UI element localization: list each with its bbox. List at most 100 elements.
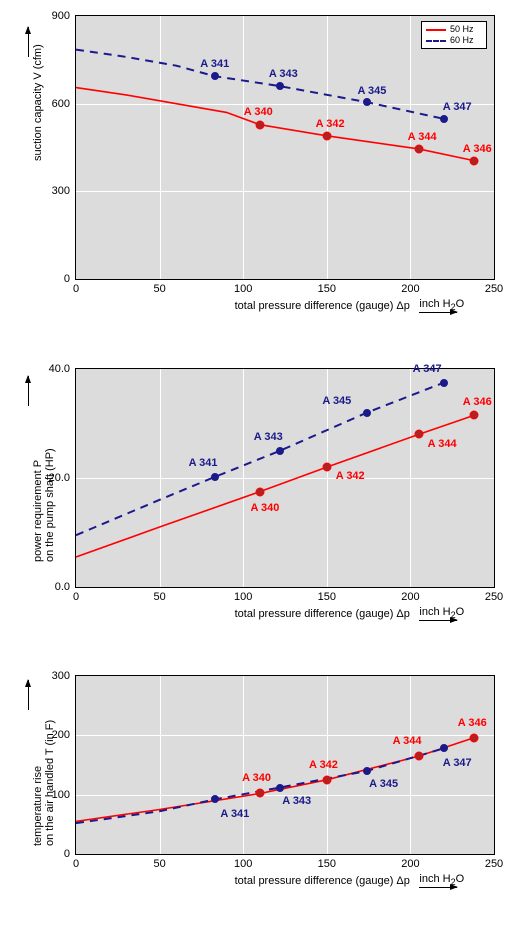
data-point (440, 744, 448, 752)
plot-suction: 0501001502002500300600900A 340A 342A 344… (75, 15, 495, 280)
data-label: A 345 (357, 85, 386, 97)
data-point (363, 98, 371, 106)
x-tick-label: 100 (234, 858, 252, 870)
data-point (414, 430, 423, 439)
data-point (469, 411, 478, 420)
x-axis-label: total pressure difference (gauge) Δp (235, 608, 410, 620)
y-axis-label: suction capacity V (cfm) (32, 44, 44, 161)
data-label: A 341 (220, 808, 249, 820)
y-axis-arrow-icon (28, 27, 29, 57)
y-tick-label: 900 (52, 10, 70, 22)
data-point (255, 120, 264, 129)
data-label: A 343 (282, 795, 311, 807)
y-axis-label: power requirement Pon the pump shaft (HP… (32, 448, 56, 562)
x-tick-label: 250 (485, 283, 503, 295)
legend-swatch (426, 40, 446, 42)
y-axis-label: temperature riseon the air handled T (in… (32, 720, 56, 846)
data-point (440, 379, 448, 387)
data-label: A 346 (458, 717, 487, 729)
chart-lines (76, 676, 494, 854)
plot-temp: 0501001502002500100200300A 340A 342A 344… (75, 675, 495, 855)
data-point (276, 784, 284, 792)
x-tick-label: 200 (401, 283, 419, 295)
data-label: A 341 (200, 58, 229, 70)
data-point (469, 156, 478, 165)
data-point (322, 131, 331, 140)
data-point (440, 115, 448, 123)
data-point (322, 775, 331, 784)
legend-label: 60 Hz (450, 35, 474, 46)
data-label: A 340 (250, 502, 279, 514)
x-tick-label: 0 (73, 591, 79, 603)
legend-label: 50 Hz (450, 24, 474, 35)
x-tick-label: 200 (401, 858, 419, 870)
data-point (255, 789, 264, 798)
y-axis-arrow-icon (28, 376, 29, 406)
data-point (276, 82, 284, 90)
data-label: A 347 (443, 757, 472, 769)
y-tick-label: 0.0 (55, 581, 70, 593)
x-axis-label: total pressure difference (gauge) Δp (235, 875, 410, 887)
y-tick-label: 0 (64, 848, 70, 860)
x-axis-arrow-icon (419, 620, 457, 621)
legend-swatch (426, 29, 446, 31)
data-point (414, 752, 423, 761)
data-point (211, 72, 219, 80)
data-label: A 347 (413, 363, 442, 375)
data-label: A 343 (254, 431, 283, 443)
data-point (322, 463, 331, 472)
data-point (276, 447, 284, 455)
data-label: A 340 (242, 772, 271, 784)
x-tick-label: 150 (318, 858, 336, 870)
x-tick-label: 100 (234, 283, 252, 295)
x-tick-label: 250 (485, 591, 503, 603)
plot-power: 0501001502002500.020.040.0A 340A 342A 34… (75, 368, 495, 588)
data-label: A 340 (244, 106, 273, 118)
y-tick-label: 40.0 (49, 363, 70, 375)
x-tick-label: 50 (153, 591, 165, 603)
y-tick-label: 300 (52, 670, 70, 682)
x-tick-label: 0 (73, 283, 79, 295)
data-point (211, 473, 219, 481)
y-tick-label: 600 (52, 98, 70, 110)
data-label: A 342 (309, 759, 338, 771)
x-axis-label: total pressure difference (gauge) Δp (235, 300, 410, 312)
data-label: A 344 (408, 131, 437, 143)
x-tick-label: 200 (401, 591, 419, 603)
data-point (414, 144, 423, 153)
data-label: A 342 (316, 118, 345, 130)
x-axis-arrow-icon (419, 312, 457, 313)
x-axis-arrow-icon (419, 887, 457, 888)
data-point (469, 733, 478, 742)
x-tick-label: 50 (153, 858, 165, 870)
x-tick-label: 100 (234, 591, 252, 603)
chart-lines (76, 369, 494, 587)
data-label: A 345 (369, 778, 398, 790)
x-tick-label: 0 (73, 858, 79, 870)
data-point (363, 409, 371, 417)
x-tick-label: 150 (318, 283, 336, 295)
data-label: A 341 (189, 457, 218, 469)
series-line-50hz (76, 738, 474, 822)
data-label: A 345 (322, 395, 351, 407)
data-label: A 346 (463, 396, 492, 408)
data-label: A 344 (428, 438, 457, 450)
legend: 50 Hz60 Hz (421, 21, 487, 49)
x-tick-label: 50 (153, 283, 165, 295)
legend-item: 50 Hz (426, 24, 482, 35)
legend-item: 60 Hz (426, 35, 482, 46)
data-label: A 344 (393, 735, 422, 747)
data-label: A 343 (269, 68, 298, 80)
data-point (211, 795, 219, 803)
page-root: 0 50 100 150 200 250 0 300 600 900 A 340 A 342 A 344… (0, 0, 530, 925)
y-tick-label: 0 (64, 273, 70, 285)
y-tick-label: 300 (52, 185, 70, 197)
x-tick-label: 150 (318, 591, 336, 603)
data-point (255, 487, 264, 496)
data-label: A 347 (443, 101, 472, 113)
data-point (363, 767, 371, 775)
x-tick-label: 250 (485, 858, 503, 870)
y-axis-arrow-icon (28, 680, 29, 710)
data-label: A 342 (336, 470, 365, 482)
chart-lines (76, 16, 494, 279)
